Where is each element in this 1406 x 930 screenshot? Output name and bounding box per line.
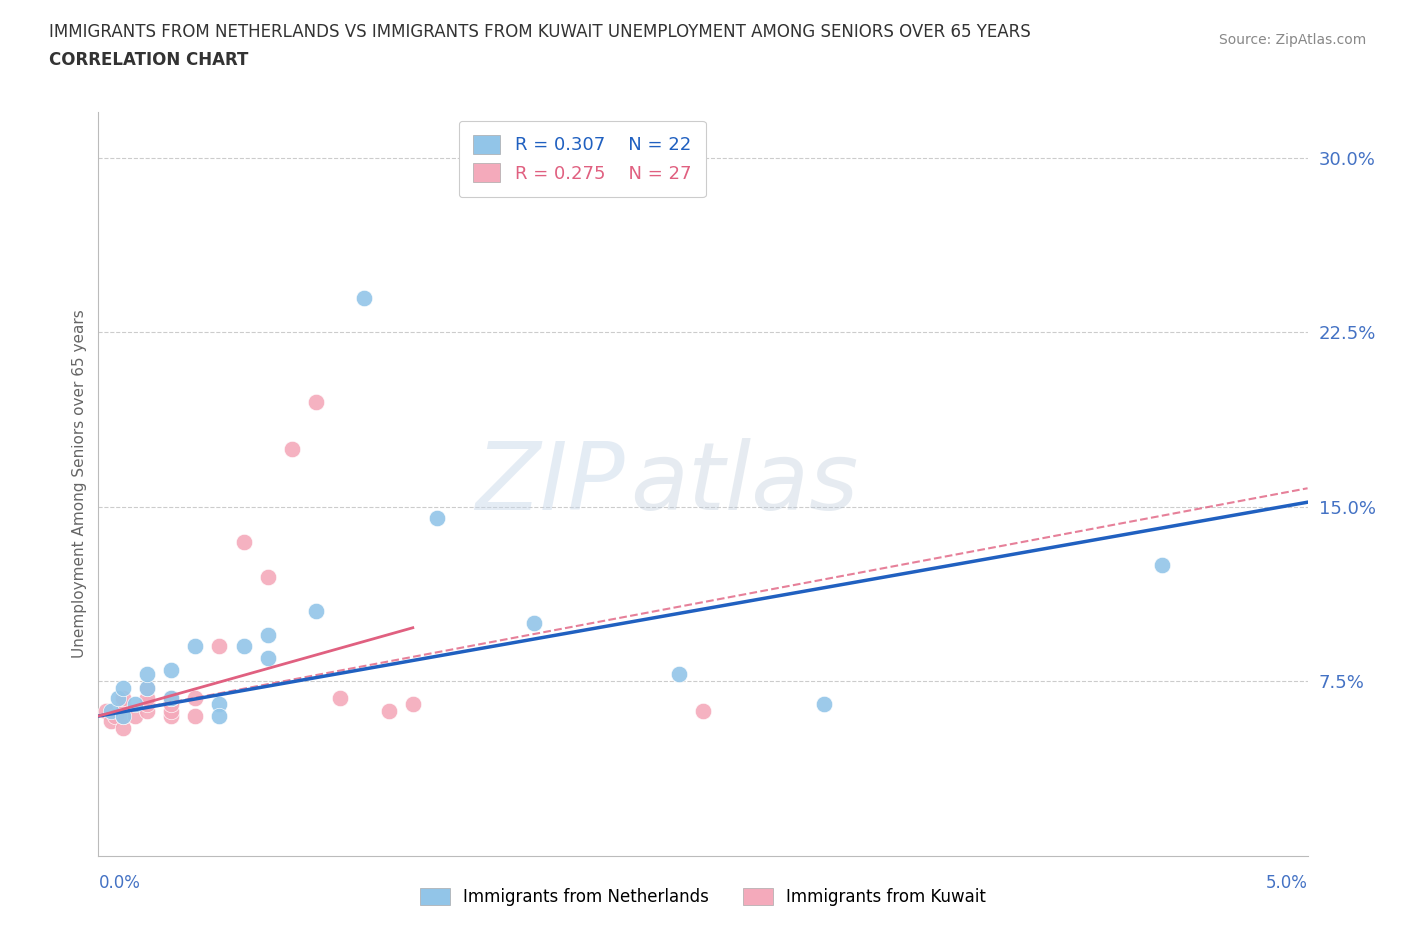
Point bbox=[107, 690, 129, 705]
Point bbox=[813, 698, 835, 712]
Point bbox=[305, 394, 328, 409]
Point bbox=[668, 667, 690, 682]
Point bbox=[523, 616, 546, 631]
Point bbox=[111, 709, 134, 724]
Text: 5.0%: 5.0% bbox=[1265, 874, 1308, 892]
Point bbox=[124, 698, 146, 712]
Point bbox=[256, 628, 278, 643]
Text: Source: ZipAtlas.com: Source: ZipAtlas.com bbox=[1219, 33, 1367, 46]
Text: 0.0%: 0.0% bbox=[98, 874, 141, 892]
Point bbox=[692, 704, 714, 719]
Point bbox=[135, 681, 157, 696]
Point bbox=[184, 709, 207, 724]
Point bbox=[160, 690, 183, 705]
Text: ZIP: ZIP bbox=[475, 438, 624, 529]
Point bbox=[329, 690, 352, 705]
Point bbox=[111, 690, 134, 705]
Point bbox=[426, 512, 449, 526]
Point bbox=[184, 639, 207, 654]
Text: IMMIGRANTS FROM NETHERLANDS VS IMMIGRANTS FROM KUWAIT UNEMPLOYMENT AMONG SENIORS: IMMIGRANTS FROM NETHERLANDS VS IMMIGRANT… bbox=[49, 23, 1031, 41]
Point bbox=[232, 534, 254, 549]
Point bbox=[160, 698, 183, 712]
Point bbox=[305, 604, 328, 619]
Point bbox=[135, 698, 157, 712]
Legend: R = 0.307    N = 22, R = 0.275    N = 27: R = 0.307 N = 22, R = 0.275 N = 27 bbox=[458, 121, 706, 197]
Point bbox=[160, 704, 183, 719]
Point bbox=[100, 713, 122, 728]
Point bbox=[94, 704, 117, 719]
Text: CORRELATION CHART: CORRELATION CHART bbox=[49, 51, 249, 69]
Point bbox=[111, 709, 134, 724]
Point bbox=[208, 639, 231, 654]
Point bbox=[111, 720, 134, 735]
Point bbox=[232, 639, 254, 654]
Point bbox=[256, 569, 278, 584]
Point bbox=[124, 709, 146, 724]
Point bbox=[135, 681, 157, 696]
Point bbox=[160, 709, 183, 724]
Point bbox=[208, 698, 231, 712]
Point bbox=[184, 690, 207, 705]
Point bbox=[256, 651, 278, 666]
Point bbox=[353, 290, 375, 305]
Point bbox=[135, 690, 157, 705]
Point bbox=[281, 442, 304, 457]
Point bbox=[104, 709, 127, 724]
Point bbox=[208, 709, 231, 724]
Point bbox=[135, 667, 157, 682]
Point bbox=[377, 704, 399, 719]
Legend: Immigrants from Netherlands, Immigrants from Kuwait: Immigrants from Netherlands, Immigrants … bbox=[413, 881, 993, 912]
Point bbox=[135, 704, 157, 719]
Point bbox=[111, 681, 134, 696]
Point bbox=[160, 662, 183, 677]
Point bbox=[160, 690, 183, 705]
Point bbox=[402, 698, 425, 712]
Point bbox=[100, 704, 122, 719]
Point bbox=[111, 698, 134, 712]
Point bbox=[1152, 558, 1174, 573]
Text: atlas: atlas bbox=[630, 438, 859, 529]
Y-axis label: Unemployment Among Seniors over 65 years: Unemployment Among Seniors over 65 years bbox=[72, 309, 87, 658]
